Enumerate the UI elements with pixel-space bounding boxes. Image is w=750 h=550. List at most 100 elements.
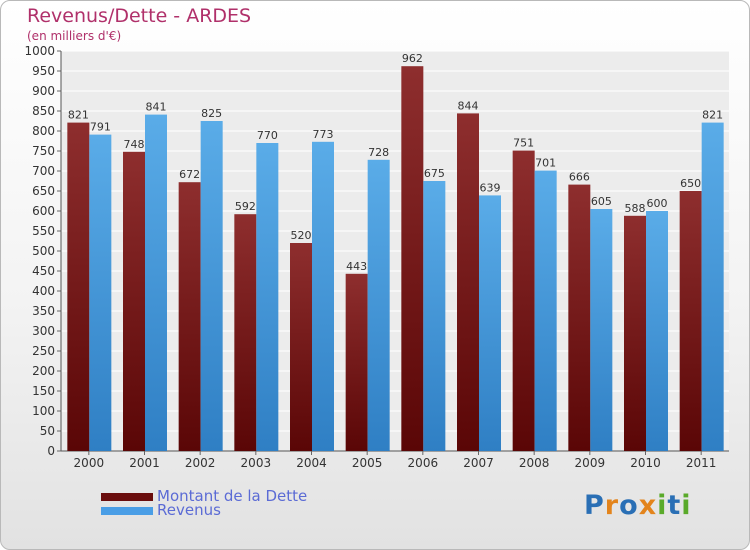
logo-letter: i	[657, 490, 668, 521]
bar-debt	[290, 243, 312, 451]
logo-letter: i	[681, 490, 692, 521]
grid	[57, 50, 729, 455]
chart-title: Revenus/Dette - ARDES	[27, 5, 252, 27]
x-tick-label: 2005	[352, 456, 383, 470]
bar-debt	[123, 151, 145, 452]
y-tick-label: 100	[32, 404, 55, 418]
legend-swatch-revenue	[101, 507, 153, 515]
y-tick-label: 0	[47, 444, 55, 458]
y-tick-label: 900	[32, 84, 55, 98]
x-tick-label: 2009	[575, 456, 606, 470]
data-label: 728	[368, 146, 389, 159]
bar-revenue	[479, 195, 501, 451]
legend-label-debt: Montant de la Dette	[157, 487, 308, 505]
y-tick-label: 400	[32, 284, 55, 298]
x-tick-label: 2007	[463, 456, 494, 470]
bar-revenue	[367, 159, 390, 452]
labels: 0 50 100 150 200 250 300 350 400 450 500 550 600 650 7…	[24, 44, 723, 470]
y-tick-label: 450	[32, 264, 55, 278]
data-label: 841	[146, 101, 167, 114]
data-label: 650	[680, 177, 701, 190]
logo-letter: P	[584, 490, 605, 521]
data-label: 443	[346, 260, 367, 273]
data-label: 962	[402, 52, 423, 65]
x-tick-label: 2003	[241, 456, 272, 470]
x-tick-label: 2001	[129, 456, 160, 470]
y-tick-label: 550	[32, 224, 55, 238]
data-label: 770	[257, 129, 278, 142]
bar-debt	[568, 184, 591, 451]
legend-swatch-debt	[101, 493, 153, 501]
bar-debt	[457, 113, 479, 452]
legend-label-revenue: Revenus	[157, 501, 221, 519]
bar-revenue	[200, 121, 223, 451]
bar-debt	[679, 191, 702, 451]
data-label: 825	[201, 107, 222, 120]
bar-revenue	[534, 170, 557, 451]
y-tick-label: 200	[32, 364, 55, 378]
bar-debt	[178, 182, 201, 451]
bar-debt	[624, 215, 646, 451]
y-tick-label: 650	[32, 184, 55, 198]
logo-letter: o	[619, 490, 639, 521]
data-label: 520	[291, 229, 312, 242]
y-tick-label: 1000	[24, 44, 55, 58]
data-label: 592	[235, 200, 256, 213]
y-tick-label: 600	[32, 204, 55, 218]
logo-letter: t	[667, 490, 682, 521]
y-tick-label: 850	[32, 104, 55, 118]
y-tick-label: 750	[32, 144, 55, 158]
y-tick-label: 300	[32, 324, 55, 338]
y-tick-label: 800	[32, 124, 55, 138]
x-tick-label: 2000	[74, 456, 105, 470]
bar-revenue	[312, 141, 334, 452]
y-tick-label: 700	[32, 164, 55, 178]
data-label: 821	[68, 109, 89, 122]
bar-revenue	[701, 122, 724, 451]
bar-revenue	[256, 143, 279, 451]
bars	[67, 66, 724, 452]
bar-revenue	[646, 211, 668, 451]
data-label: 791	[90, 121, 111, 134]
data-label: 605	[591, 195, 612, 208]
x-tick-label: 2008	[519, 456, 550, 470]
y-tick-label: 50	[40, 424, 55, 438]
logo-letter: x	[638, 490, 658, 521]
data-label: 666	[569, 171, 590, 184]
x-tick-label: 2006	[408, 456, 439, 470]
data-label: 675	[424, 167, 445, 180]
data-label: 751	[513, 137, 534, 150]
bar-debt	[234, 214, 257, 451]
data-label: 748	[124, 138, 145, 151]
bar-debt	[67, 122, 90, 451]
bar-debt	[401, 66, 424, 451]
proxiti-logo: Proxiti	[584, 490, 692, 521]
data-label: 672	[179, 168, 200, 181]
data-label: 844	[458, 99, 479, 112]
data-label: 588	[625, 202, 646, 215]
y-tick-label: 500	[32, 244, 55, 258]
y-tick-label: 250	[32, 344, 55, 358]
data-label: 600	[647, 197, 668, 210]
bar-debt	[512, 150, 535, 451]
data-label: 821	[702, 109, 723, 122]
y-tick-label: 350	[32, 304, 55, 318]
x-tick-label: 2010	[630, 456, 661, 470]
y-tick-label: 150	[32, 384, 55, 398]
data-label: 639	[480, 181, 501, 194]
logo-letter: r	[604, 490, 620, 521]
bar-revenue	[590, 209, 613, 451]
bar-revenue	[89, 134, 112, 451]
x-tick-label: 2004	[296, 456, 327, 470]
x-tick-label: 2002	[185, 456, 216, 470]
bar-revenue	[145, 114, 167, 451]
data-label: 701	[535, 157, 556, 170]
bar-debt	[345, 273, 368, 451]
x-tick-label: 2011	[686, 456, 717, 470]
data-label: 773	[313, 128, 334, 141]
y-tick-label: 950	[32, 64, 55, 78]
chart-subtitle: (en milliers d'€)	[27, 29, 122, 43]
bar-revenue	[423, 181, 446, 451]
